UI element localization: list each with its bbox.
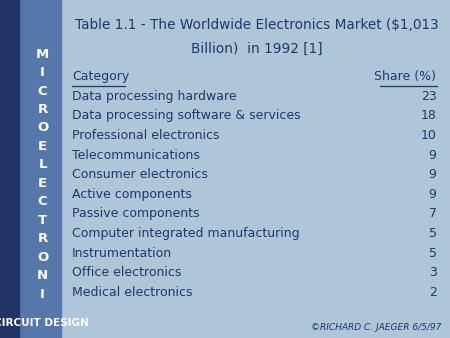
Text: ©RICHARD C. JAEGER 6/5/97: ©RICHARD C. JAEGER 6/5/97: [310, 323, 441, 332]
Text: 9: 9: [428, 168, 436, 181]
Bar: [0, 180, 19, 192]
Bar: [0, 0, 61, 338]
Bar: [0, 203, 19, 214]
Bar: [0, 146, 19, 158]
Text: R: R: [37, 232, 48, 245]
Bar: [0, 101, 19, 113]
Bar: [0, 248, 19, 259]
Text: O: O: [37, 251, 48, 264]
Text: Telecommunications: Telecommunications: [72, 149, 200, 162]
Text: E: E: [38, 177, 47, 190]
Bar: [0, 135, 19, 146]
Text: 9: 9: [428, 149, 436, 162]
Text: E: E: [38, 140, 47, 153]
Bar: [0, 259, 19, 270]
Text: L: L: [38, 158, 47, 171]
Bar: [0, 90, 19, 101]
Text: 7: 7: [428, 208, 436, 220]
Text: Instrumentation: Instrumentation: [72, 247, 172, 260]
Text: Table 1.1 - The Worldwide Electronics Market ($1,013: Table 1.1 - The Worldwide Electronics Ma…: [75, 18, 438, 32]
Text: Office electronics: Office electronics: [72, 266, 181, 279]
Text: Professional electronics: Professional electronics: [72, 129, 220, 142]
Text: 23: 23: [421, 90, 436, 103]
Bar: [0, 327, 19, 338]
Bar: [0, 304, 19, 315]
Text: 9: 9: [428, 188, 436, 201]
Text: 18: 18: [421, 110, 436, 122]
Text: Share (%): Share (%): [374, 70, 436, 82]
Bar: [0, 169, 19, 180]
Bar: [0, 270, 19, 282]
Text: R: R: [37, 103, 48, 116]
Bar: [0, 237, 19, 248]
Bar: [0, 23, 19, 34]
Bar: [0, 158, 19, 169]
Text: I: I: [40, 66, 45, 79]
Text: CIRCUIT DESIGN: CIRCUIT DESIGN: [0, 318, 89, 328]
Bar: [0, 56, 19, 68]
Text: I: I: [40, 288, 45, 300]
Bar: [0, 315, 19, 327]
Text: 3: 3: [428, 266, 436, 279]
Text: M: M: [36, 48, 49, 61]
Text: C: C: [38, 84, 47, 97]
Text: Category: Category: [72, 70, 129, 82]
Bar: [0, 11, 19, 23]
Text: N: N: [37, 269, 48, 282]
Bar: [0, 225, 19, 237]
Bar: [0, 214, 19, 225]
Bar: [0, 192, 19, 203]
Text: Data processing software & services: Data processing software & services: [72, 110, 301, 122]
Text: 5: 5: [428, 227, 436, 240]
Bar: [0, 68, 19, 79]
Text: Data processing hardware: Data processing hardware: [72, 90, 237, 103]
Text: 2: 2: [428, 286, 436, 299]
Text: C: C: [38, 195, 47, 208]
Text: Consumer electronics: Consumer electronics: [72, 168, 208, 181]
Bar: [0, 45, 19, 56]
Bar: [0, 113, 19, 124]
Text: O: O: [37, 121, 48, 135]
Text: Computer integrated manufacturing: Computer integrated manufacturing: [72, 227, 300, 240]
Bar: [0, 34, 19, 45]
Text: Billion)  in 1992 [1]: Billion) in 1992 [1]: [191, 42, 322, 56]
Text: Active components: Active components: [72, 188, 192, 201]
Bar: [0, 293, 19, 304]
Text: 10: 10: [421, 129, 436, 142]
Bar: [0, 0, 19, 11]
Text: Medical electronics: Medical electronics: [72, 286, 193, 299]
Text: T: T: [38, 214, 47, 227]
Text: Passive components: Passive components: [72, 208, 199, 220]
Bar: [0, 124, 19, 135]
Text: 5: 5: [428, 247, 436, 260]
Bar: [0, 282, 19, 293]
Bar: [0, 79, 19, 90]
